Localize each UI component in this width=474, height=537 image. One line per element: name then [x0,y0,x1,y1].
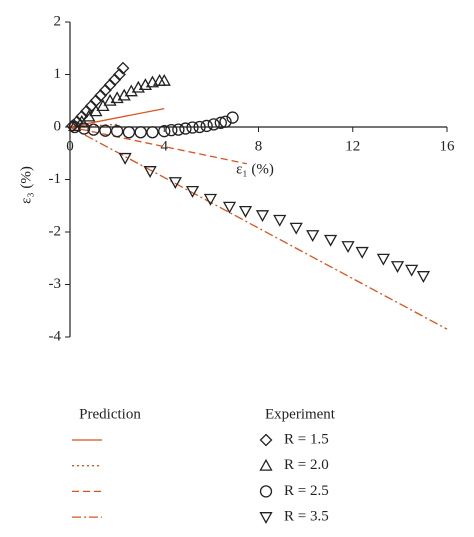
prediction-line [69,126,448,330]
data-point [341,241,355,254]
data-point [219,115,232,128]
y-tick-label: -2 [49,223,62,239]
data-point [116,61,130,75]
x-tick-label: 0 [66,138,74,154]
data-point [143,166,157,178]
data-point [110,125,124,138]
data-point [376,253,390,266]
data-point [87,123,100,136]
x-tick-label: 16 [440,138,456,154]
legend-label: R = 1.5 [284,431,329,447]
data-point [75,110,89,123]
data-point [94,89,108,102]
data-point [168,177,182,189]
x-tick-label: 8 [255,138,263,154]
legend-marker [259,512,273,524]
data-point [118,152,132,165]
legend-title: Experiment [265,406,336,422]
data-point [238,205,253,218]
data-point [68,120,81,134]
data-point [98,83,112,97]
data-point [355,246,369,259]
y-axis-label: ε₃ (%) [18,166,34,204]
prediction-line [69,107,165,128]
x-axis-label: ε₁ (%) [236,161,274,177]
data-point [122,126,136,139]
data-point [80,104,93,118]
x-tick-label: 12 [345,138,360,154]
x-tick-label: 4 [161,138,169,154]
data-point [405,264,419,277]
data-point [289,222,303,235]
data-point [172,123,185,136]
data-point [117,88,131,101]
data-point [323,234,338,247]
data-point [416,271,431,283]
data-point [222,201,237,214]
data-point [68,119,82,132]
y-tick-label: -4 [49,328,62,344]
data-point [306,230,320,242]
data-point [70,115,84,129]
data-point [77,122,91,135]
legend-marker [259,458,273,471]
data-point [158,125,171,138]
y-tick-label: -3 [49,276,62,292]
data-point [165,123,178,137]
legend-label: R = 2.0 [284,457,329,473]
data-point [273,214,287,227]
data-point [226,111,239,124]
prediction-line [69,126,247,165]
legend-label: R = 3.5 [284,509,329,525]
data-point [390,261,405,273]
data-point [200,119,213,133]
y-tick-label: -1 [49,171,62,187]
data-point [203,193,218,206]
data-point [185,185,200,198]
data-point [193,120,206,134]
data-point [186,121,199,134]
legend-label: R = 2.5 [284,483,329,499]
data-point [108,73,122,87]
data-point [134,126,147,139]
data-point [146,126,159,139]
legend-marker [259,433,273,447]
data-point [207,118,220,131]
data-point [103,93,117,106]
y-tick-label: 0 [54,118,62,134]
data-point [99,124,112,137]
data-point [214,116,227,129]
legend-marker [259,485,273,498]
data-point [84,99,98,113]
data-point [179,122,192,135]
y-tick-label: 1 [54,66,62,82]
legend-title: Prediction [79,406,141,422]
y-tick-label: 2 [54,13,62,29]
data-point [157,73,171,86]
data-point [255,210,270,223]
data-point [103,78,117,92]
